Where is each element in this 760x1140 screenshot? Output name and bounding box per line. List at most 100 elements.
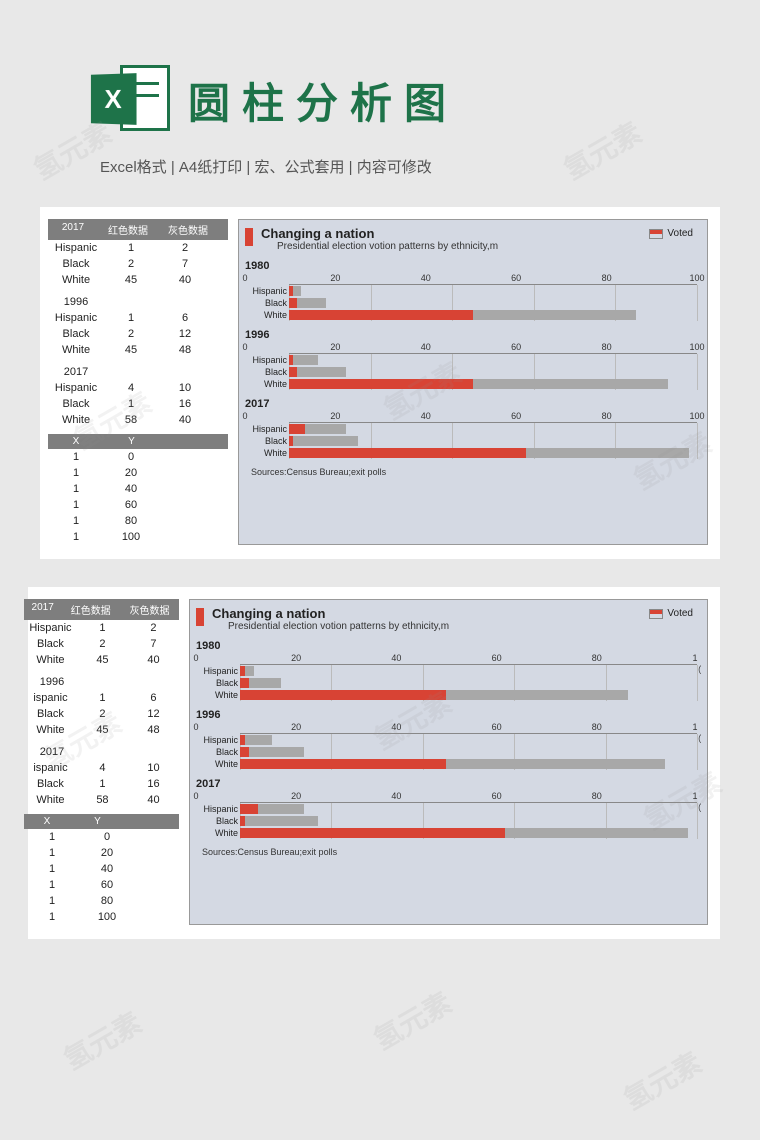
watermark: 氢元素 [616, 1042, 709, 1119]
bar-segment-gray [249, 678, 281, 688]
chart-bar-row: White [240, 758, 697, 770]
bar-segment-gray [258, 804, 304, 814]
axis-tick: 0 [242, 273, 247, 283]
watermark: 氢元素 [366, 982, 459, 1059]
chart-year-label: 1996 [245, 329, 697, 341]
chart-subtitle: Presidential election votion patterns by… [228, 621, 449, 632]
axis-tick: 20 [330, 342, 340, 352]
chart-year-group: 2017020406080100HispanicBlackWhite [245, 398, 697, 459]
axis-tick: 100 [689, 342, 704, 352]
axis-tick: 60 [511, 411, 521, 421]
year-heading: 2017 [24, 744, 179, 760]
bar-segment-red [240, 759, 446, 769]
chart-bar-row: White [289, 309, 697, 321]
bar-category-label: Hispanic [245, 355, 287, 365]
bar-category-label: Black [245, 298, 287, 308]
bar-segment-gray [293, 355, 317, 365]
axis-tick: 100 [689, 411, 704, 421]
year-heading: 1996 [24, 674, 179, 690]
axis-tick: 60 [492, 653, 502, 663]
xy-row: 140 [24, 861, 179, 877]
bar-segment-red [289, 424, 305, 434]
axis-tick: 0 [242, 411, 247, 421]
table-row: Black116 [24, 776, 179, 792]
xy-row: 10 [24, 829, 179, 845]
bar-category-label: Hispanic [196, 735, 238, 745]
chart-year-label: 2017 [245, 398, 697, 410]
chart-area: Changing a nation Presidential election … [238, 219, 708, 545]
axis-tick: 40 [421, 273, 431, 283]
chart-subtitle: Presidential election votion patterns by… [277, 241, 498, 252]
chart-bar-row: Hispanic [240, 734, 697, 746]
year-heading: 2017 [48, 364, 228, 380]
xy-row: 140 [48, 481, 228, 497]
xy-row: 120 [24, 845, 179, 861]
chart-legend: Voted [649, 608, 693, 619]
chart-bar-row: White [240, 827, 697, 839]
data-table: 2017 红色数据 灰色数据 Hispanic12Black27White454… [48, 219, 228, 545]
legend-swatch [649, 609, 663, 619]
legend-label: Voted [667, 608, 693, 619]
bar-segment-gray [526, 448, 689, 458]
bar-segment-red [240, 747, 249, 757]
axis-tick: 80 [592, 653, 602, 663]
bar-segment-red [240, 678, 249, 688]
chart-legend: Voted [649, 228, 693, 239]
table-row: Hispanic16 [48, 310, 228, 326]
chart-bar-row: White [240, 689, 697, 701]
page-subtitle: Excel格式 | A4纸打印 | 宏、公式套用 | 内容可修改 [0, 150, 760, 197]
bar-segment-red [240, 690, 446, 700]
th-red: 红色数据 [61, 599, 120, 620]
bar-segment-red [289, 448, 526, 458]
bar-category-label: White [196, 759, 238, 769]
axis-tick: 20 [330, 273, 340, 283]
year-heading: 1996 [48, 294, 228, 310]
chart-axis: 020406080100 [245, 273, 697, 284]
axis-tick: 40 [421, 342, 431, 352]
table-row: White5840 [48, 412, 228, 428]
watermark: 氢元素 [56, 1002, 149, 1079]
bar-segment-gray [293, 436, 358, 446]
legend-label: Voted [667, 228, 693, 239]
chart-year-group: 1996020406080100HispanicBlackWhite [245, 329, 697, 390]
xy-row: 120 [48, 465, 228, 481]
axis-tick: 80 [592, 722, 602, 732]
axis-tick: 20 [330, 411, 340, 421]
table-row: Black27 [24, 636, 179, 652]
xy-row: 10 [48, 449, 228, 465]
xy-row: 180 [24, 893, 179, 909]
axis-tick: 100 [689, 273, 704, 283]
axis-tick: 0 [242, 342, 247, 352]
chart-bar-row: Hispanic [240, 803, 697, 815]
xy-row: 160 [48, 497, 228, 513]
chart-axis: 0204060801（ [196, 653, 697, 664]
chart-year-label: 1980 [245, 260, 697, 272]
bar-category-label: Hispanic [196, 804, 238, 814]
data-table-header: 2017 红色数据 灰色数据 [24, 599, 179, 620]
axis-tick: 60 [511, 342, 521, 352]
bar-category-label: Black [245, 367, 287, 377]
bar-category-label: Black [196, 747, 238, 757]
axis-tick: 60 [511, 273, 521, 283]
bar-segment-red [289, 367, 297, 377]
bar-segment-gray [245, 735, 272, 745]
bar-segment-red [289, 310, 473, 320]
chart-year-label: 1980 [196, 640, 697, 652]
chart-bar-row: Black [289, 435, 697, 447]
bar-category-label: White [245, 448, 287, 458]
xy-header: X Y [48, 434, 228, 449]
chart-year-group: 19960204060801（HispanicBlackWhite [196, 709, 697, 770]
axis-tick: 20 [291, 791, 301, 801]
xy-row: 1100 [24, 909, 179, 925]
chart-title: Changing a nation [261, 226, 498, 241]
chart-bar-row: White [289, 447, 697, 459]
excel-icon-letter: X [91, 73, 137, 125]
axis-tick: 80 [602, 342, 612, 352]
chart-bar-row: Hispanic [289, 285, 697, 297]
bar-segment-red [240, 804, 258, 814]
chart-axis: 020406080100 [245, 342, 697, 353]
data-table-header: 2017 红色数据 灰色数据 [48, 219, 228, 240]
chart-bar-row: Black [289, 366, 697, 378]
axis-tick: 40 [391, 653, 401, 663]
chart-year-group: 19800204060801（HispanicBlackWhite [196, 640, 697, 701]
